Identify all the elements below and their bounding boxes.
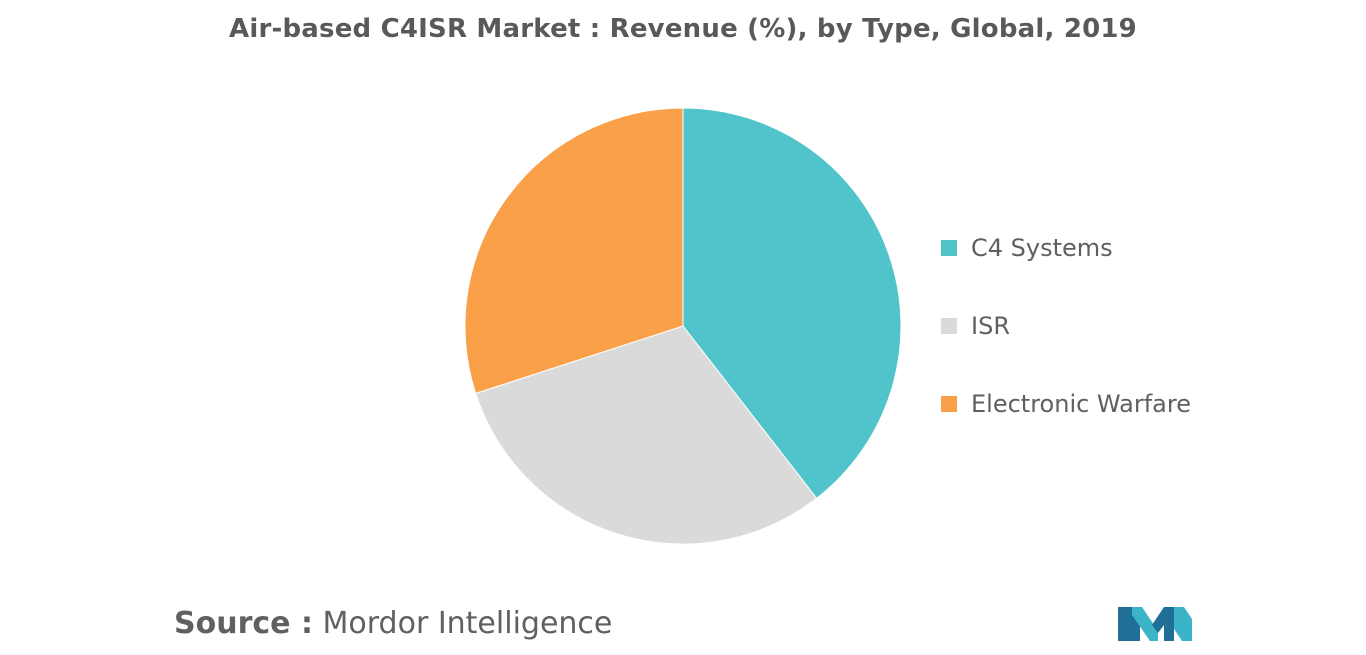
legend-label-electronic-warfare: Electronic Warfare xyxy=(971,390,1191,418)
source-label: Source : xyxy=(174,606,313,641)
legend-swatch-isr xyxy=(941,318,957,334)
chart-title: Air-based C4ISR Market : Revenue (%), by… xyxy=(229,14,1137,44)
legend-label-isr: ISR xyxy=(971,312,1010,340)
source-value: Mordor Intelligence xyxy=(322,606,613,641)
legend-item-c4-systems: C4 Systems xyxy=(941,231,1261,265)
legend-swatch-c4-systems xyxy=(941,240,957,256)
pie-slice-electronic-warfare xyxy=(464,107,684,395)
legend-label-c4-systems: C4 Systems xyxy=(971,234,1113,262)
legend-item-electronic-warfare: Electronic Warfare xyxy=(941,387,1261,421)
pie-slices xyxy=(464,107,902,545)
pie-slice-isr xyxy=(475,325,818,545)
legend-swatch-electronic-warfare xyxy=(941,396,957,412)
source-note: Source : Mordor Intelligence xyxy=(174,606,612,641)
pie-slice-c4-systems xyxy=(682,107,902,499)
mordor-intelligence-logo xyxy=(1118,607,1192,641)
legend-item-isr: ISR xyxy=(941,309,1261,343)
